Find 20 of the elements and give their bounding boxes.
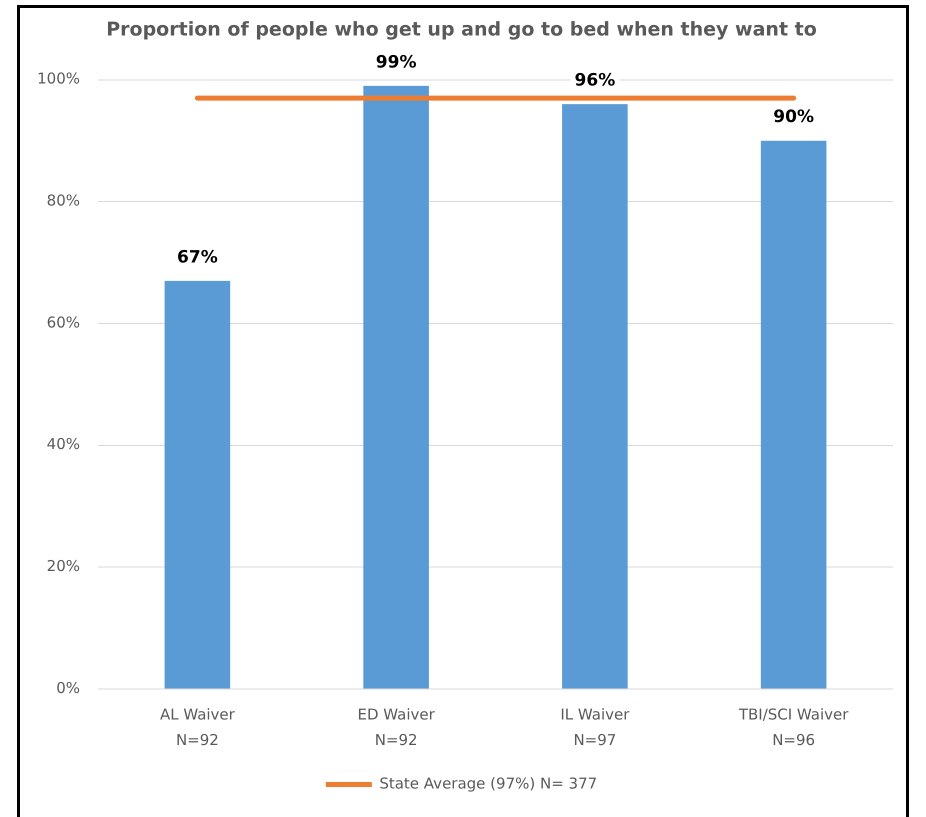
data-label: 90% bbox=[773, 107, 814, 128]
data-label: 99% bbox=[376, 52, 416, 72]
y-tick-label: 100% bbox=[37, 70, 80, 88]
x-tick-label: TBI/SCI Waiver N=96 bbox=[738, 706, 850, 750]
y-tick-label: 20% bbox=[46, 557, 80, 576]
bar bbox=[363, 86, 429, 688]
data-label: 96% bbox=[574, 70, 616, 91]
chart-title: Proportion of people who get up and go to bed when they want to bbox=[106, 18, 817, 40]
data-label: 67% bbox=[177, 247, 218, 268]
bar bbox=[164, 280, 230, 688]
y-tick-label: 60% bbox=[46, 313, 80, 332]
y-tick-label: 80% bbox=[46, 192, 80, 210]
x-tick-label: IL Waiver N=97 bbox=[560, 706, 630, 750]
x-tick-label: ED Waiver N=92 bbox=[357, 706, 436, 750]
y-tick-label: 40% bbox=[46, 435, 80, 454]
bar bbox=[562, 104, 628, 688]
bar bbox=[760, 140, 826, 688]
legend-label: State Average (97%) N= 377 bbox=[379, 774, 598, 792]
x-tick-label: AL Waiver N=92 bbox=[160, 706, 236, 750]
y-tick-label: 0% bbox=[56, 678, 80, 697]
